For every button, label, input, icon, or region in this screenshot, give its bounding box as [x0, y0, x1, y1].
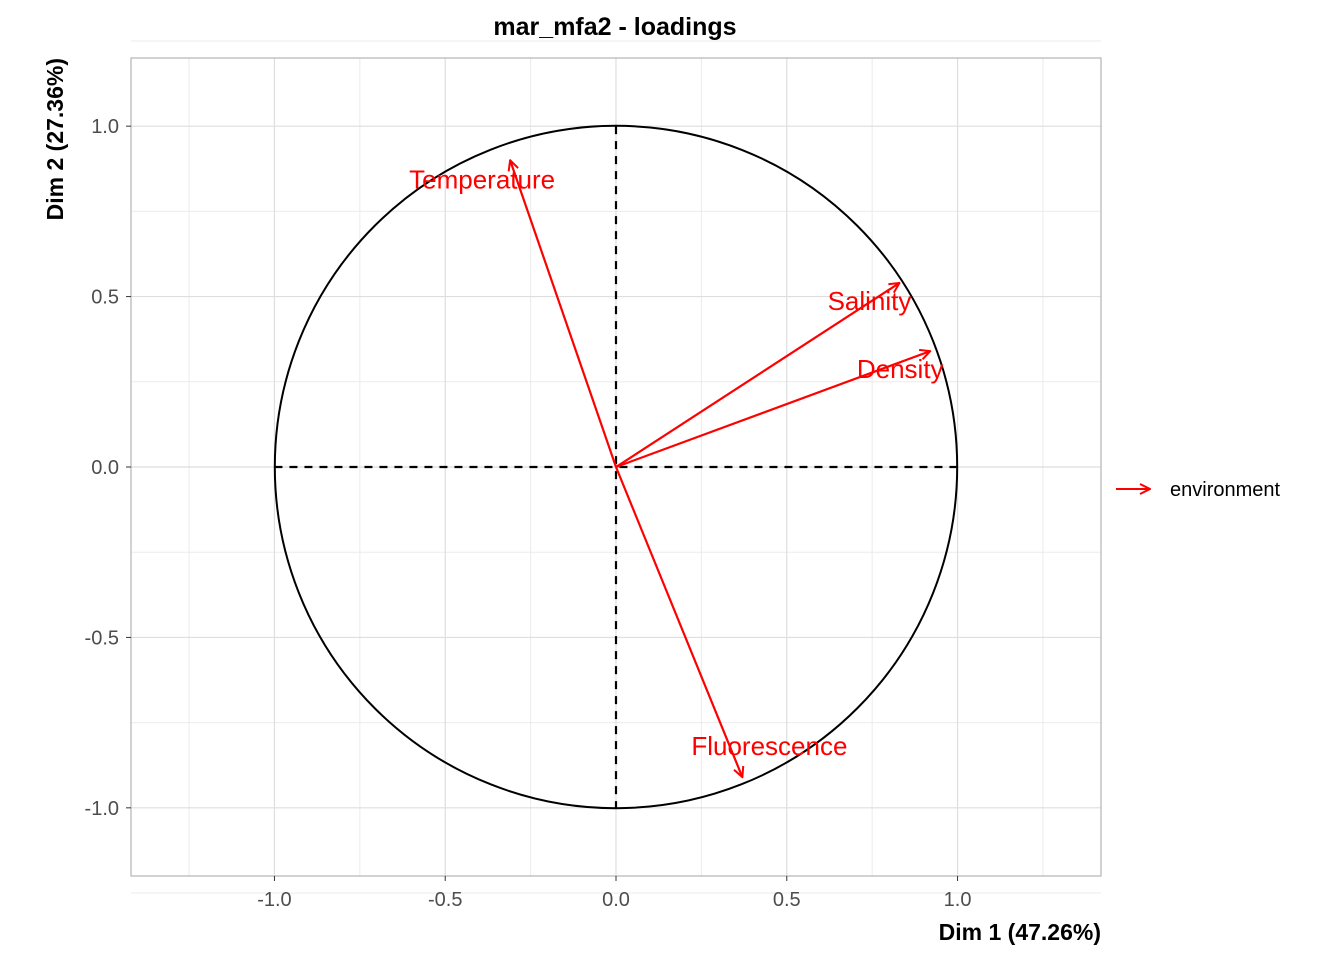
vector-salinity [615, 283, 899, 468]
y-tick-label: -0.5 [85, 627, 119, 649]
x-axis-ticks: -1.0 -0.5 0.0 0.5 1.0 [257, 876, 971, 911]
legend: environment [1116, 479, 1281, 501]
vector-label-density: Density [857, 354, 944, 384]
y-tick-label: 0.5 [91, 287, 119, 309]
vector-temperature [510, 160, 618, 468]
loading-vectors: Temperature Salinity Density Fluorescence [409, 160, 944, 777]
x-axis-label: Dim 1 (47.26%) [939, 919, 1101, 945]
unit-circle [273, 124, 959, 810]
x-tick-label: 1.0 [944, 889, 972, 911]
chart-title: mar_mfa2 - loadings [493, 13, 736, 41]
x-tick-label: -1.0 [257, 889, 291, 911]
y-axis-ticks: -1.0 -0.5 0.0 0.5 1.0 [85, 116, 131, 820]
legend-label: environment [1170, 479, 1281, 501]
vector-label-salinity: Salinity [828, 286, 912, 316]
x-tick-label: 0.5 [773, 889, 801, 911]
vector-label-temperature: Temperature [409, 164, 555, 194]
x-tick-label: 0.0 [602, 889, 630, 911]
vector-label-fluorescence: Fluorescence [691, 731, 847, 761]
y-axis-label: Dim 2 (27.36%) [42, 58, 68, 220]
vector-density [615, 351, 930, 469]
y-tick-label: 1.0 [91, 116, 119, 138]
y-tick-label: 0.0 [91, 457, 119, 479]
x-tick-label: -0.5 [428, 889, 462, 911]
vector-fluorescence [614, 466, 742, 777]
y-tick-label: -1.0 [85, 798, 119, 820]
